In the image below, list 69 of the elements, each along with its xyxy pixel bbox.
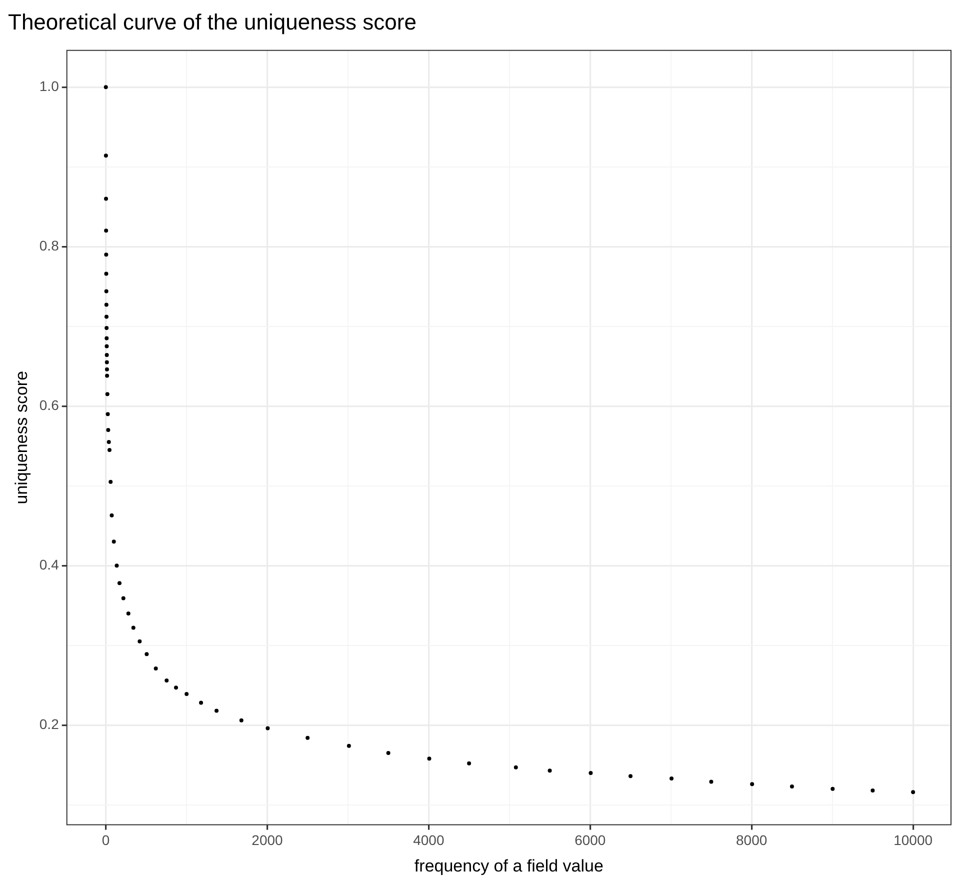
point: [709, 780, 714, 784]
point: [104, 228, 108, 233]
point: [911, 790, 916, 794]
point: [104, 196, 108, 201]
point: [346, 744, 351, 748]
y-tick-label: 0.2: [39, 716, 60, 732]
point: [174, 686, 178, 690]
point: [750, 782, 754, 786]
x-tick-label: 2000: [252, 832, 284, 848]
point: [104, 336, 109, 340]
point: [131, 626, 136, 630]
y-tick-label: 1.0: [39, 78, 60, 94]
point: [104, 154, 108, 158]
point: [306, 736, 310, 740]
y-axis-title: uniqueness score: [12, 370, 31, 504]
x-tick-label: 4000: [413, 832, 444, 848]
point: [104, 360, 109, 364]
x-tick-label: 0: [102, 832, 110, 848]
point: [105, 392, 110, 396]
point: [870, 788, 875, 793]
y-tick-label: 0.8: [39, 237, 60, 254]
point: [104, 85, 108, 90]
point: [104, 272, 108, 276]
point: [104, 314, 108, 319]
point: [199, 700, 204, 705]
point: [104, 367, 109, 372]
point: [110, 513, 114, 518]
point: [467, 761, 472, 766]
point: [106, 440, 111, 444]
point: [121, 596, 126, 600]
point: [108, 480, 113, 484]
point: [104, 289, 108, 294]
point: [164, 678, 169, 682]
point: [104, 326, 109, 330]
y-tick-label: 0.4: [39, 556, 60, 572]
point: [106, 428, 110, 432]
point: [104, 252, 108, 257]
point: [104, 344, 109, 348]
point: [114, 564, 119, 568]
point: [184, 692, 189, 696]
point: [126, 611, 130, 616]
point: [386, 751, 390, 756]
point: [239, 718, 244, 722]
y-tick-label: 0.6: [39, 396, 60, 413]
x-tick-label: 8000: [736, 832, 768, 848]
point: [105, 374, 110, 378]
point: [107, 448, 112, 452]
point: [427, 756, 432, 761]
point: [514, 765, 518, 770]
point: [790, 784, 794, 789]
point: [548, 768, 552, 773]
point: [670, 776, 674, 781]
point: [117, 581, 122, 586]
x-axis-title: frequency of a field value: [414, 856, 604, 876]
point: [588, 770, 593, 775]
point: [266, 726, 270, 730]
x-tick-label: 6000: [574, 832, 606, 848]
point: [104, 302, 108, 307]
x-tick-label: 10000: [894, 832, 933, 848]
chart-title: Theoretical curve of the uniqueness score: [8, 9, 416, 34]
point: [104, 353, 109, 358]
point: [106, 412, 110, 416]
point: [144, 652, 149, 656]
point: [112, 540, 116, 544]
point: [138, 639, 142, 644]
point: [628, 774, 633, 778]
point: [214, 708, 219, 713]
point: [154, 666, 158, 670]
point: [830, 786, 835, 791]
